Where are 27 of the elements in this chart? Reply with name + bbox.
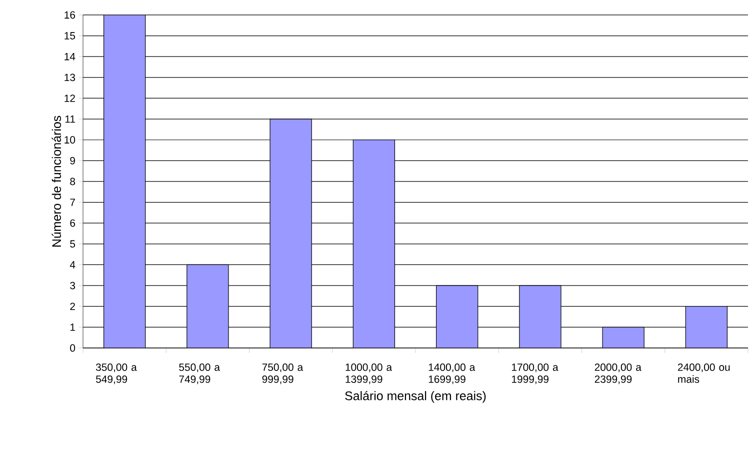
y-tick-label: 15 [64, 32, 76, 40]
y-tick-label: 0 [70, 344, 76, 352]
y-tick-label: 11 [65, 115, 75, 123]
y-tick-label: 14 [64, 53, 76, 60]
y-tick-label: 16 [64, 11, 76, 19]
y-tick-label: 7 [70, 198, 75, 206]
x-tick-label: 350,00 a 549,99 [96, 364, 137, 384]
y-tick-label: 10 [64, 136, 76, 144]
x-tick-label: 1700,00 a 1999,99 [512, 364, 558, 384]
x-tick-label: 2400,00 ou mais [678, 364, 730, 383]
x-tick-label: 750,00 a 999,99 [262, 364, 304, 384]
y-tick-label: 6 [70, 219, 76, 227]
y-tick-label: 12 [64, 94, 75, 102]
y-tick-label: 2 [70, 302, 75, 310]
x-tick-label: 550,00 a 749,99 [179, 364, 220, 384]
x-axis-title: Salário mensal (em reais) [345, 390, 486, 403]
x-tick-label: 2000,00 a 2399,99 [594, 364, 642, 384]
y-tick-label: 8 [70, 178, 76, 186]
y-tick-label: 9 [70, 156, 75, 164]
x-tick-label: 1400,00 a 1699,99 [428, 364, 476, 384]
y-axis-title: Número de funcionários [52, 116, 62, 247]
y-tick-label: 4 [70, 261, 76, 268]
y-tick-label: 1 [70, 324, 75, 331]
y-tick-label: 5 [70, 240, 76, 248]
y-tick-label: 3 [70, 282, 76, 290]
y-tick-label: 13 [64, 74, 76, 82]
x-tick-label: 1000,00 a 1399,99 [346, 364, 392, 384]
